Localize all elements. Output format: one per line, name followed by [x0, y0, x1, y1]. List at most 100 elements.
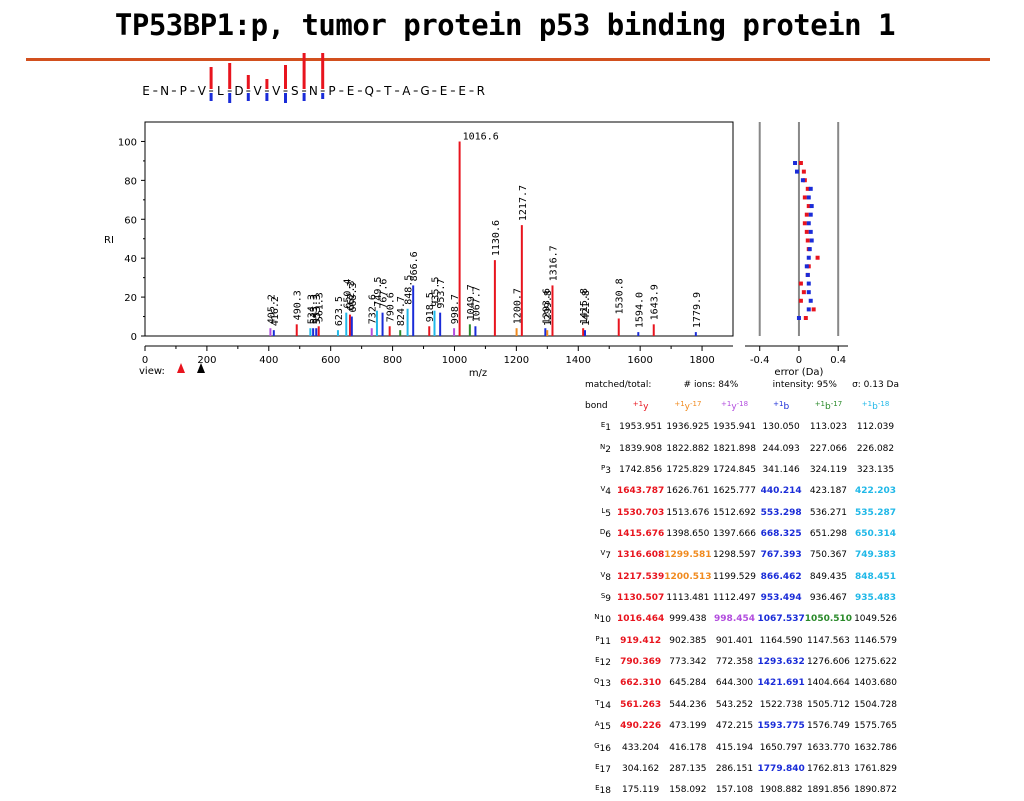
y-tick-label: 0 — [131, 332, 137, 343]
peak-label: 1016.6 — [463, 131, 499, 142]
table-row: V8 1217.539 1200.513 1199.529 866.462 849.435… — [585, 566, 899, 587]
fragment-ion-table: matched/total: # ions: 84% intensity: 95… — [585, 374, 899, 801]
b-error-point — [806, 195, 811, 200]
peak-label: 405.2 — [266, 294, 277, 324]
b18-mass-cell: 1575.765 — [854, 721, 898, 732]
b-error-point — [808, 298, 813, 303]
b17-mass-cell: 536.271 — [809, 507, 848, 518]
table-row: T14 561.263 544.236 543.252 1522.738 1505.712… — [585, 694, 899, 715]
residue-letter: T — [595, 698, 600, 707]
y17-mass-cell: 1936.925 — [666, 422, 710, 433]
sequence-residue: T — [383, 84, 392, 98]
y-error-point — [805, 238, 810, 243]
residue-letter: N — [600, 442, 606, 451]
bond-number: 7 — [605, 551, 611, 562]
y17-mass-cell: 1299.581 — [664, 550, 712, 561]
b-error-point — [808, 212, 813, 217]
b-error-point — [807, 247, 812, 252]
y17-mass-cell: 1725.829 — [666, 465, 710, 476]
bond-number: 8 — [605, 572, 611, 583]
b-error-point — [806, 307, 811, 312]
bond-number: 12 — [599, 658, 611, 669]
b-mass-cell: 440.214 — [760, 486, 802, 497]
page-title: TP53BP1:p, tumor protein p53 binding pro… — [114, 8, 896, 42]
matched-total-label: matched/total: — [585, 379, 652, 390]
y-mass-cell: 1643.787 — [617, 486, 665, 497]
y-mass-cell: 790.369 — [620, 657, 662, 668]
sequence-residue: V — [198, 84, 207, 98]
sequence-residue: S — [291, 84, 299, 98]
y18-mass-cell: 1199.529 — [713, 571, 756, 582]
residue-letter: V — [600, 570, 606, 579]
bond-cell: V7 — [585, 545, 617, 566]
y-error-point — [815, 255, 820, 260]
y17-mass-cell: 416.178 — [669, 742, 707, 753]
bond-number: 11 — [599, 636, 611, 647]
bond-cell: N2 — [585, 438, 617, 459]
bond-cell: E1 — [585, 417, 617, 438]
y-mass-cell: 1130.507 — [617, 593, 665, 604]
table-row: D6 1415.676 1398.650 1397.666 668.325 651.298… — [585, 523, 899, 544]
table-row: E17 304.162 287.135 286.151 1779.840 1762.813… — [585, 758, 899, 779]
peak-label: 490.3 — [293, 290, 304, 320]
b-cleavage-mark — [302, 93, 306, 101]
y-mass-cell: 433.204 — [622, 742, 660, 753]
sigma-value: σ: 0.13 Da — [852, 379, 900, 390]
sequence-residue: V — [253, 84, 262, 98]
peak-label: 1130.6 — [491, 220, 502, 256]
y-error-point — [806, 204, 811, 209]
b17-mass-cell: 651.298 — [809, 529, 848, 540]
residue-letter: V — [600, 485, 606, 494]
y-mass-cell: 1530.703 — [617, 507, 665, 518]
peak-label: 534.3 — [306, 294, 317, 324]
bond-cell: V4 — [585, 481, 617, 502]
y-mass-cell: 561.263 — [620, 699, 662, 710]
view-marker-red-icon — [177, 363, 185, 373]
peak-label: 1293.6 — [541, 288, 552, 324]
b17-mass-cell: 1505.712 — [806, 699, 850, 710]
peak-label: 998.7 — [450, 294, 461, 324]
y18-mass-cell: 998.454 — [714, 614, 756, 625]
b-cleavage-mark — [321, 93, 325, 99]
bond-cell: Q13 — [585, 673, 617, 694]
sequence-residue: G — [420, 84, 429, 98]
y17-header: +1y-17 — [674, 400, 702, 413]
b-mass-cell: 1593.775 — [757, 721, 805, 732]
bond-cell: V8 — [585, 566, 617, 587]
b17-mass-cell: 227.066 — [809, 443, 848, 454]
sequence-residue: E — [458, 84, 466, 98]
peak-label: 749.5 — [373, 277, 384, 307]
x-axis-label: m/z — [469, 368, 487, 379]
sequence-residue: N — [160, 84, 169, 98]
residue-letter: D — [599, 528, 606, 537]
table-row: S9 1130.507 1113.481 1112.497 953.494 936.467… — [585, 587, 899, 608]
peak-label: 918.5 — [425, 292, 436, 322]
y-error-point — [802, 221, 807, 226]
bond-number: 3 — [605, 466, 611, 477]
y17-mass-cell: 158.092 — [669, 785, 707, 796]
bond-cell: P3 — [585, 459, 617, 480]
bond-number: 5 — [605, 508, 611, 519]
y18-mass-cell: 1112.497 — [713, 593, 756, 604]
y-error-point — [798, 298, 803, 303]
b-cleavage-mark — [228, 93, 232, 103]
bond-number: 14 — [599, 700, 611, 711]
y18-mass-cell: 415.194 — [715, 742, 754, 753]
y-header: +1y — [632, 400, 649, 413]
y18-mass-cell: 1298.597 — [713, 550, 756, 561]
error-x-axis-label: error (Da) — [774, 367, 823, 378]
y18-mass-cell: 901.401 — [715, 635, 754, 646]
sequence-residue: A — [402, 84, 411, 98]
peak-label: 953.7 — [436, 279, 447, 309]
b18-mass-cell: 848.451 — [855, 571, 897, 582]
y-error-point — [804, 212, 809, 217]
peak-label: 848.5 — [404, 275, 415, 305]
b18-mass-cell: 1146.579 — [854, 635, 898, 646]
y-error-point — [802, 195, 807, 200]
y-mass-cell: 919.412 — [620, 635, 662, 646]
y-error-point — [801, 169, 806, 174]
b-error-point — [796, 316, 801, 320]
error-x-tick-label: 0 — [796, 355, 802, 366]
y-cleavage-mark — [209, 67, 213, 89]
table-row: A15 490.226 473.199 472.215 1593.775 1576.749… — [585, 716, 899, 737]
